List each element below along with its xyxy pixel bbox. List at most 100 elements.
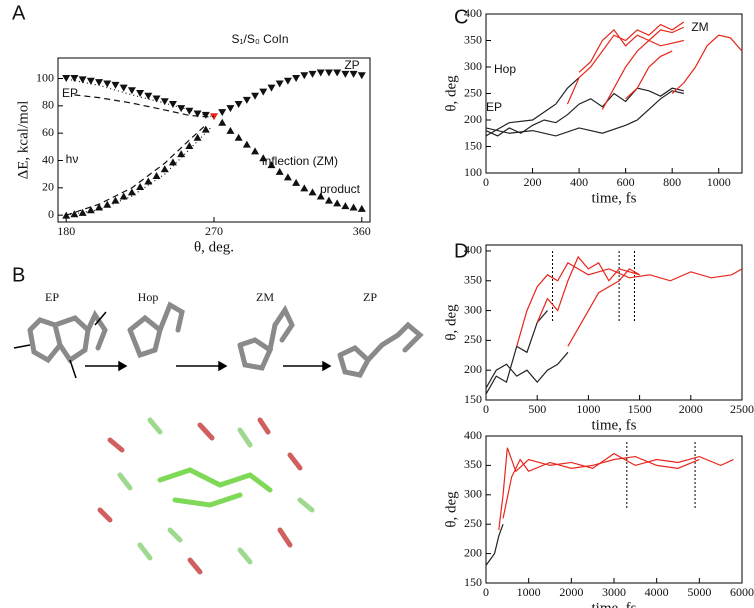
x-axis-label: time, fs	[592, 190, 637, 206]
y-tick-label: 60	[42, 125, 54, 139]
data-point	[259, 154, 268, 162]
data-point	[234, 100, 243, 108]
y-tick-label: 300	[464, 487, 482, 501]
x-tick-label: 180	[57, 224, 75, 238]
y-tick-label: 250	[464, 516, 482, 530]
data-point	[127, 87, 136, 95]
data-point	[275, 80, 284, 88]
data-point	[349, 70, 358, 78]
y-tick-label: 200	[464, 112, 482, 126]
data-point	[127, 188, 136, 196]
x-tick-label: 2000	[559, 585, 583, 599]
x-tick-label: 4000	[645, 585, 669, 599]
panel-label: B	[12, 264, 25, 286]
structure-label: ZM	[256, 290, 274, 304]
y-tick-label: 200	[464, 362, 482, 376]
y-tick-label: 300	[464, 302, 482, 316]
data-point	[292, 75, 301, 82]
y-tick-label: 150	[464, 392, 482, 406]
y-axis-label: θ, deg	[443, 491, 459, 528]
x-axis-label: time, fs	[592, 417, 637, 433]
annotation: ZP	[344, 58, 359, 72]
data-point	[144, 177, 153, 185]
data-point	[316, 69, 325, 77]
annotation: ZM	[691, 20, 708, 34]
x-tick-label: 2000	[679, 402, 703, 416]
y-tick-label: 350	[464, 273, 482, 287]
y-tick-label: 400	[464, 6, 482, 20]
data-point	[177, 105, 186, 113]
y-axis-label: ΔE, kcal/mol	[15, 101, 31, 180]
data-point	[292, 178, 301, 186]
y-tick-label: 350	[464, 457, 482, 471]
data-point	[111, 81, 120, 89]
trajectory	[485, 351, 569, 389]
y-axis-label: θ, deg	[443, 304, 459, 341]
data-point	[136, 90, 145, 98]
data-point	[201, 125, 210, 133]
data-point	[251, 92, 260, 100]
x-tick-label: 0	[483, 402, 489, 416]
x-axis-label: time, fs	[592, 600, 637, 608]
x-tick-label: 400	[570, 175, 588, 189]
data-point	[86, 77, 95, 85]
data-point	[218, 109, 227, 117]
annotation: inflection (ZM)	[262, 154, 338, 168]
x-tick-label: 1000	[707, 175, 731, 189]
structure-label: ZP	[363, 290, 377, 304]
data-point	[160, 165, 169, 173]
data-point	[95, 203, 104, 211]
trajectory	[502, 455, 700, 519]
x-tick-label: 3000	[602, 585, 626, 599]
data-point	[234, 133, 243, 141]
x-tick-label: 200	[524, 175, 542, 189]
trajectory	[485, 523, 504, 566]
annotation: hν	[66, 152, 79, 166]
y-tick-label: 100	[36, 70, 54, 84]
x-tick-label: 6000	[730, 585, 754, 599]
trajectory	[71, 79, 215, 118]
data-point	[95, 79, 104, 87]
data-point	[275, 167, 284, 175]
trajectory	[516, 262, 743, 347]
trajectory	[74, 94, 214, 118]
structure-label: Hop	[138, 290, 159, 304]
arrows	[13, 311, 332, 379]
data-point	[111, 196, 120, 204]
data-point	[259, 88, 268, 96]
trajectory	[498, 447, 734, 531]
y-tick-label: 250	[464, 85, 482, 99]
y-axis-label: θ, deg	[443, 75, 459, 112]
x-axis-label: θ, deg.	[194, 239, 234, 255]
molecules	[27, 301, 424, 378]
x-tick-label: 1000	[517, 585, 541, 599]
data-point	[144, 92, 153, 100]
x-tick-label: 270	[205, 224, 223, 238]
data-point	[70, 75, 79, 82]
data-point	[267, 161, 276, 169]
trajectory	[567, 268, 640, 347]
data-point	[300, 184, 309, 192]
data-point	[267, 84, 276, 92]
y-tick-label: 250	[464, 332, 482, 346]
data-point	[300, 72, 309, 80]
data-point	[185, 107, 194, 115]
data-point	[242, 96, 251, 104]
data-point	[177, 150, 186, 158]
data-point	[193, 133, 202, 141]
x-tick-label: 600	[617, 175, 635, 189]
annotation: EP	[486, 100, 502, 114]
y-tick-label: 150	[464, 138, 482, 152]
data-point	[168, 100, 177, 108]
panel-label: A	[12, 2, 26, 24]
panel-label: D	[454, 240, 468, 262]
data-point	[119, 84, 128, 92]
data-point	[226, 105, 235, 113]
x-tick-label: 1000	[576, 402, 600, 416]
data-point	[341, 70, 350, 78]
x-tick-label: 2500	[730, 402, 754, 416]
trajectory	[671, 34, 743, 94]
data-point	[119, 192, 128, 200]
data-point	[185, 141, 194, 149]
